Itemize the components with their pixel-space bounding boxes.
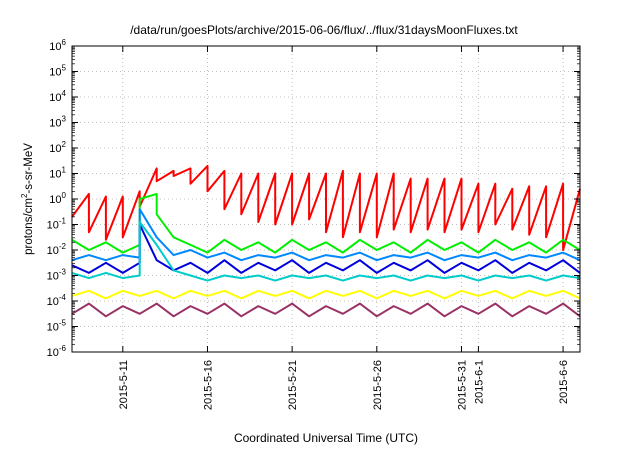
y-tick-label: 10-2: [47, 242, 67, 257]
series-line-5: [71, 289, 581, 300]
series-line-6: [71, 302, 581, 318]
y-tick-label: 10-3: [47, 268, 67, 283]
x-axis-label: Coordinated Universal Time (UTC): [234, 431, 418, 445]
y-tick-base: 10: [47, 347, 59, 359]
x-axis: 2015-5-11 2015-5-16 2015-5-21 2015-5-26 2015…: [118, 46, 570, 410]
y-tick-exponent: 2: [62, 140, 67, 149]
y-tick-label: 10-4: [47, 293, 67, 308]
y-axis-label-sup: 2: [20, 193, 29, 198]
y-axis: 10-610-510-410-310-210-11001011021031041…: [47, 38, 580, 359]
series-line-4: [71, 221, 581, 282]
y-tick-base: 10: [47, 271, 59, 283]
y-tick-exponent: -1: [59, 217, 67, 226]
x-tick-label: 2015-6-6: [558, 360, 570, 404]
y-tick-exponent: 0: [62, 191, 67, 200]
y-tick-label: 106: [49, 38, 66, 53]
y-tick-base: 10: [49, 194, 61, 206]
y-tick-base: 10: [49, 118, 61, 130]
chart-title: /data/run/goesPlots/archive/2015-06-06/f…: [130, 23, 518, 37]
y-tick-base: 10: [49, 169, 61, 181]
y-tick-exponent: -6: [59, 344, 67, 353]
y-tick-base: 10: [47, 220, 59, 232]
y-tick-exponent: -5: [59, 319, 67, 328]
x-tick-label: 2015-5-31: [456, 360, 468, 410]
y-tick-exponent: 6: [62, 38, 67, 47]
x-tick-label: 2015-6-1: [473, 360, 485, 404]
y-tick-base: 10: [49, 41, 61, 53]
y-tick-exponent: -3: [59, 268, 67, 277]
y-tick-base: 10: [47, 296, 59, 308]
y-tick-label: 100: [49, 191, 66, 206]
x-tick-label: 2015-5-16: [202, 360, 214, 410]
y-tick-label: 105: [49, 64, 66, 79]
y-axis-label-main: protons/cm: [23, 198, 35, 255]
y-tick-exponent: 1: [62, 166, 67, 175]
series-line-3: [71, 223, 581, 274]
x-tick-label: 2015-5-21: [287, 360, 299, 410]
y-tick-label: 10-1: [47, 217, 67, 232]
y-tick-label: 101: [49, 166, 66, 181]
y-tick-exponent: 5: [62, 64, 67, 73]
x-tick-label: 2015-5-11: [118, 360, 130, 409]
y-tick-base: 10: [47, 245, 59, 257]
y-tick-label: 103: [49, 115, 66, 130]
y-axis-label-rest: -s-sr-MeV: [23, 143, 35, 194]
y-tick-label: 104: [49, 89, 66, 104]
series-line-0: [71, 164, 581, 251]
y-tick-base: 10: [49, 92, 61, 104]
y-tick-exponent: -4: [59, 293, 67, 302]
y-tick-label: 10-6: [47, 344, 67, 359]
series-line-1: [71, 192, 581, 254]
y-tick-exponent: 4: [62, 89, 67, 98]
y-tick-base: 10: [49, 67, 61, 79]
y-tick-label: 102: [49, 140, 66, 155]
y-axis-label: protons/cm2-s-sr-MeV: [20, 143, 35, 255]
y-tick-exponent: -2: [59, 242, 67, 251]
y-tick-base: 10: [49, 143, 61, 155]
x-tick-label: 2015-5-26: [372, 360, 384, 410]
series-layer: [71, 164, 581, 318]
y-tick-exponent: 3: [62, 115, 67, 124]
y-tick-base: 10: [47, 322, 59, 334]
y-tick-label: 10-5: [47, 319, 67, 334]
series-line-2: [71, 208, 581, 262]
